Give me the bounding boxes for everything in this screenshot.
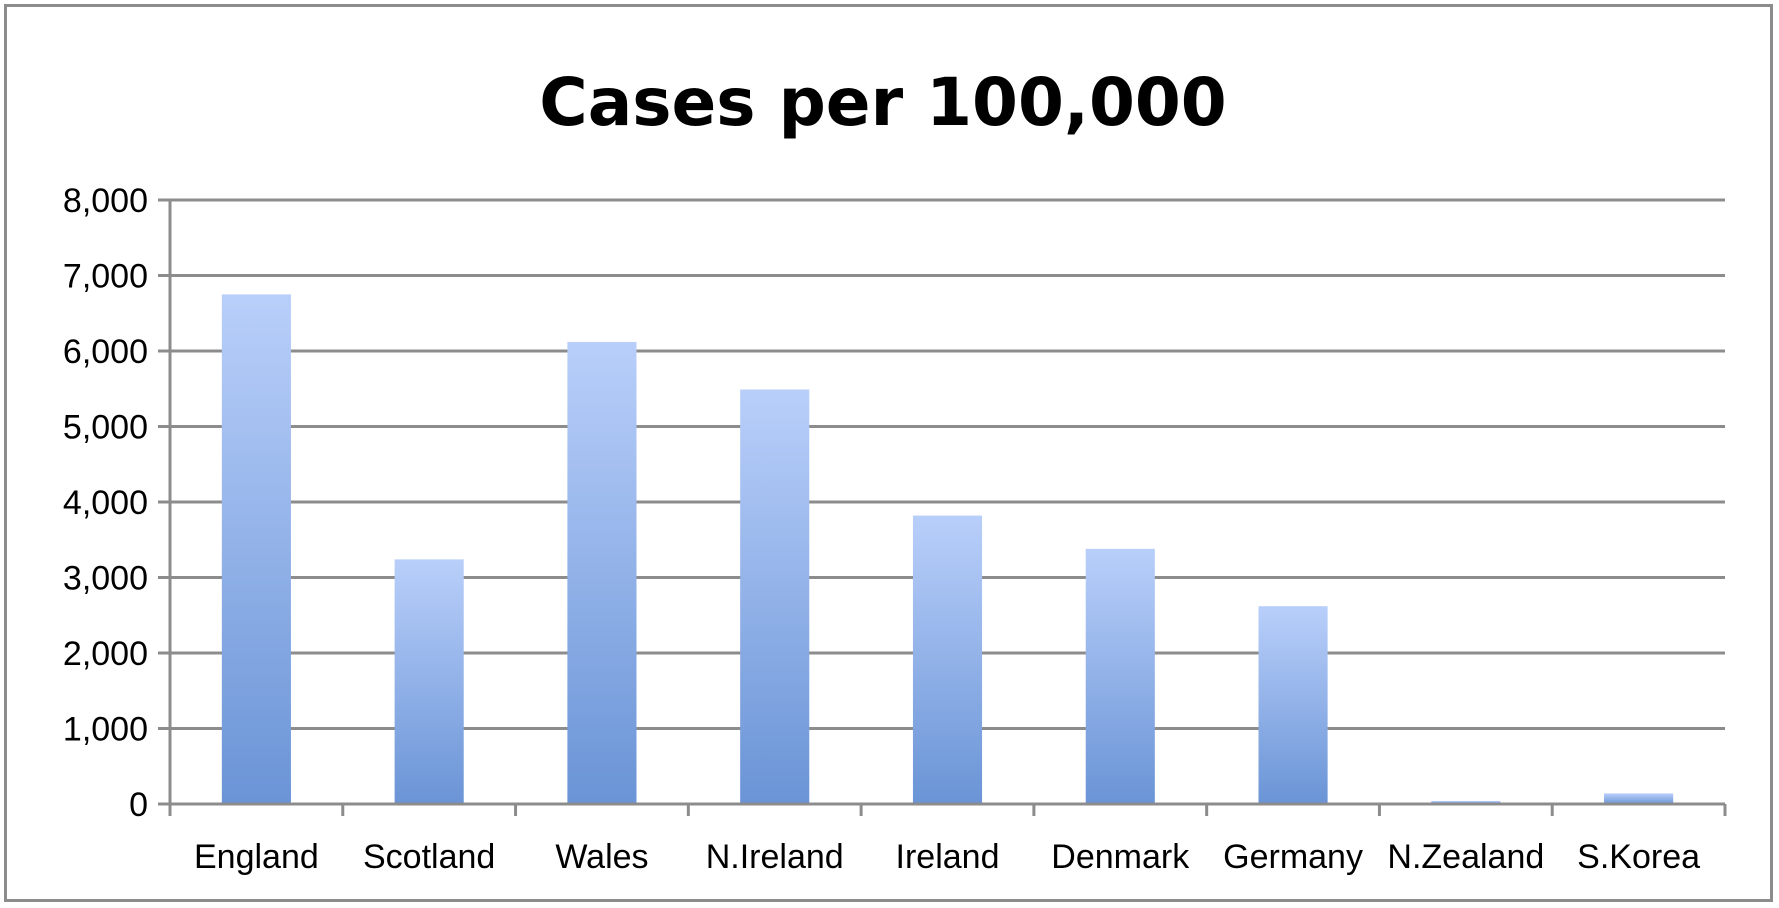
y-tick-label: 3,000 (63, 560, 148, 598)
bar-wales (567, 341, 637, 804)
y-tick-label: 1,000 (63, 711, 148, 749)
chart-frame: Cases per 100,000 0 1,000 2,000 3,000 4,000 5… (4, 4, 1773, 902)
bars (221, 294, 1674, 804)
y-tick-label: 4,000 (63, 484, 148, 522)
x-tick-label: Ireland (896, 838, 1000, 876)
bar-ireland (912, 515, 983, 804)
y-tick-label: 0 (129, 786, 148, 824)
x-tick-label: Wales (555, 838, 648, 876)
bar-germany (1258, 606, 1328, 804)
x-tick-label: N.Zealand (1387, 838, 1544, 876)
y-tick-label: 2,000 (63, 635, 148, 673)
x-tick-label: Scotland (363, 838, 495, 876)
y-tick-label: 7,000 (63, 258, 148, 296)
x-tick-labels: England Scotland Wales N.Ireland Ireland Denm… (194, 838, 1700, 876)
x-tick-label: Denmark (1051, 838, 1190, 876)
bar-n-ireland (740, 389, 810, 804)
axes (158, 198, 1727, 816)
bar-n-zealand (1431, 800, 1501, 804)
x-tick-label: N.Ireland (706, 838, 844, 876)
bar-scotland (394, 559, 464, 804)
y-tick-label: 6,000 (63, 333, 148, 371)
y-tick-label: 5,000 (63, 409, 148, 447)
x-tick-label: S.Korea (1577, 838, 1700, 876)
x-tick-label: England (194, 838, 319, 876)
chart-title: Cases per 100,000 (539, 64, 1226, 141)
y-tick-labels: 0 1,000 2,000 3,000 4,000 5,000 6,000 7,000 8,00… (63, 182, 148, 824)
bar-chart: Cases per 100,000 0 1,000 2,000 3,000 4,000 5… (63, 64, 1727, 876)
y-tick-label: 8,000 (63, 182, 148, 220)
bar-england (221, 294, 291, 804)
bar-denmark (1085, 548, 1155, 804)
x-tick-label: Germany (1223, 838, 1363, 876)
bar-s-korea (1604, 793, 1674, 804)
